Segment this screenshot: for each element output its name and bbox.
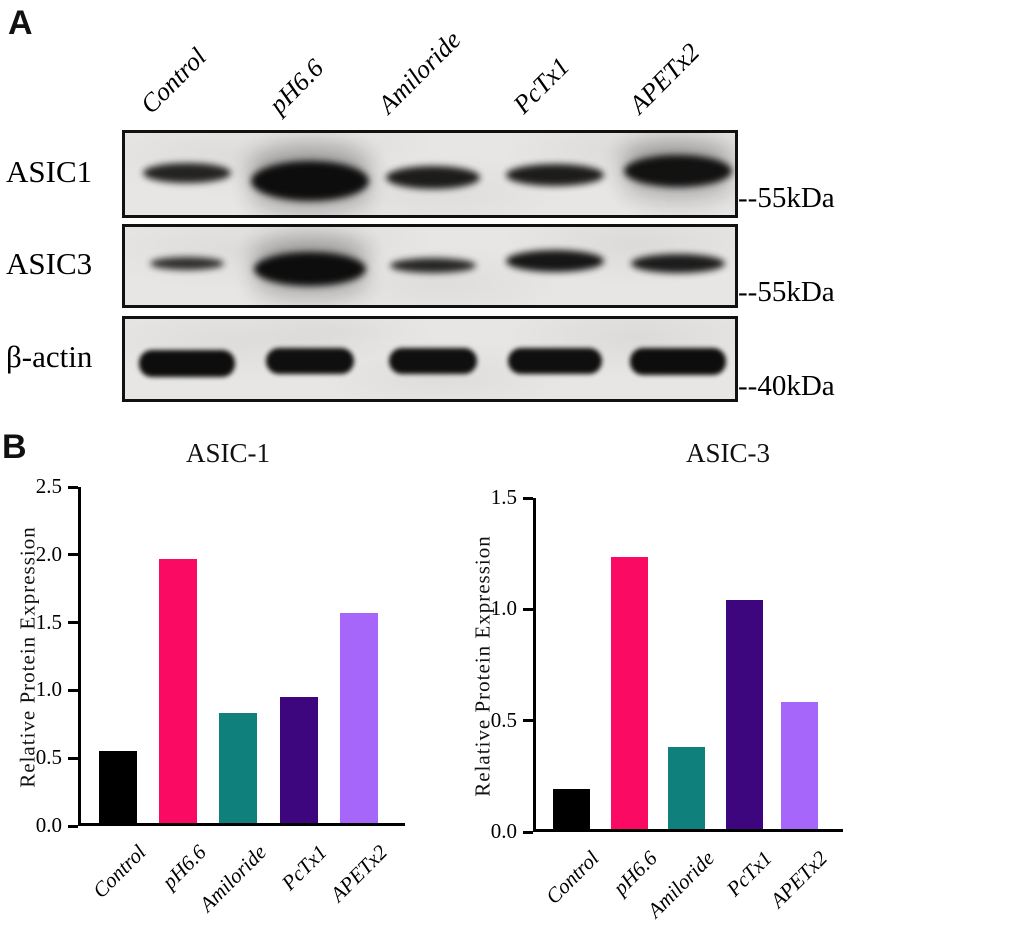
blot-image-asic1: [122, 130, 738, 218]
y-tick-label: 1.0: [490, 596, 517, 621]
y-tick-label: 0.0: [35, 813, 62, 837]
blot-label-beta-actin: β-actin: [6, 339, 93, 374]
y-tick-mark: [68, 553, 78, 557]
blot-band: [506, 250, 604, 272]
bar-plot-asic1: 0.0 0.5 1.0 1.5 2.0 2.5 Control pH6.6 Amiloride P…: [36, 476, 405, 916]
y-tick-label: 1.0: [35, 677, 62, 702]
chart-title-asic3: ASIC-3: [685, 438, 771, 468]
blot-label-asic3: ASIC3: [6, 246, 93, 281]
bar-apetx2: [340, 612, 378, 823]
x-axis-line: [533, 829, 843, 832]
x-tick-label-text: pH6.6: [157, 840, 211, 894]
y-tick-mark: [68, 824, 78, 828]
x-tick-label-text: APETx2: [765, 846, 832, 913]
bar-plot-asic3: 0.0 0.5 1.0 1.5 Control pH6.6 Amiloride PcTx1 AP…: [491, 487, 843, 922]
blot-band: [254, 252, 366, 286]
blot-band: [631, 253, 725, 273]
blot-band: [143, 163, 231, 183]
x-tick-label-text: Control: [88, 840, 151, 903]
lane-label-text: APETx2: [623, 37, 706, 120]
mw-marker-asic3: --55kDa: [738, 276, 835, 308]
y-tick-mark: [523, 719, 533, 723]
x-axis-line: [78, 823, 405, 826]
blot-band: [506, 164, 604, 186]
y-tick-label: 2.5: [35, 474, 62, 498]
blot-image-asic3: [122, 224, 738, 308]
mw-marker-asic1: --55kDa: [738, 182, 835, 214]
x-tick-label-text: APETx2: [325, 840, 392, 907]
x-tick-label-text: PcTx1: [277, 840, 332, 895]
y-tick-label: 0.0: [490, 819, 517, 843]
y-tick-label: 0.5: [490, 707, 517, 732]
blot-band: [390, 257, 476, 273]
bar-pctx1: [725, 599, 763, 829]
y-tick-mark: [68, 485, 78, 489]
blot-band: [508, 348, 602, 374]
bar-amiloride: [667, 746, 705, 829]
bar-ph6-6: [610, 557, 648, 829]
y-axis-line: [78, 487, 81, 826]
bar-control: [552, 788, 590, 829]
y-tick-mark: [68, 688, 78, 692]
mw-marker-beta-actin: --40kDa: [738, 370, 835, 402]
y-tick-mark: [68, 756, 78, 760]
bar-ph6-6: [159, 558, 197, 823]
lane-label-text: PcTx1: [507, 51, 576, 120]
bar-control: [99, 751, 137, 823]
lane-label-text: Control: [134, 42, 212, 120]
y-tick-label: 2.0: [35, 541, 62, 566]
blot-band: [266, 348, 354, 374]
blot-image-beta-actin: [122, 316, 738, 402]
panel-a-label: A: [8, 4, 33, 42]
blot-band: [386, 165, 480, 189]
y-tick-mark: [523, 830, 533, 834]
blot-band: [251, 161, 369, 201]
blot-band: [630, 347, 726, 375]
y-axis-title-asic3: Relative Protein Expression: [470, 535, 495, 797]
y-tick-mark: [523, 496, 533, 500]
blot-band: [624, 155, 732, 187]
blot-label-asic1: ASIC1: [6, 154, 93, 189]
y-tick-label: 1.5: [490, 485, 517, 509]
bar-apetx2: [780, 702, 818, 829]
bar-amiloride: [219, 713, 257, 823]
y-tick-label: 1.5: [35, 609, 62, 634]
panel-b-label: B: [2, 428, 27, 466]
lane-label-text: pH6.6: [263, 53, 330, 120]
y-tick-mark: [68, 621, 78, 625]
x-tick-label-text: Control: [541, 846, 604, 909]
blot-band: [139, 349, 235, 377]
blot-band: [150, 256, 224, 270]
y-axis-line: [533, 498, 536, 832]
chart-title-asic1: ASIC-1: [185, 438, 271, 468]
blot-band: [389, 348, 477, 374]
lane-label-text: Amiloride: [372, 25, 467, 120]
y-tick-mark: [523, 607, 533, 611]
bar-pctx1: [280, 696, 318, 823]
y-tick-label: 0.5: [35, 745, 62, 770]
